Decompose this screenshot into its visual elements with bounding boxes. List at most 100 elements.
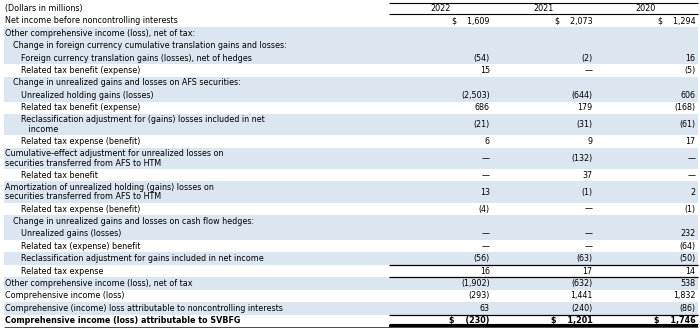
Polygon shape: [4, 89, 698, 102]
Text: (56): (56): [474, 254, 490, 263]
Text: Related tax benefit (expense): Related tax benefit (expense): [21, 66, 141, 75]
Text: (240): (240): [571, 304, 593, 313]
Text: (168): (168): [674, 103, 695, 112]
Polygon shape: [4, 228, 698, 240]
Text: —: —: [687, 154, 695, 163]
Text: Comprehensive (income) loss attributable to noncontrolling interests: Comprehensive (income) loss attributable…: [5, 304, 283, 313]
Polygon shape: [4, 215, 698, 228]
Text: Related tax (expense) benefit: Related tax (expense) benefit: [21, 242, 141, 251]
Text: Unrealized gains (losses): Unrealized gains (losses): [21, 229, 121, 239]
Text: Related tax expense (benefit): Related tax expense (benefit): [21, 205, 141, 214]
Polygon shape: [4, 290, 698, 302]
Text: —: —: [482, 171, 490, 180]
Text: 9: 9: [587, 137, 593, 146]
Text: Comprehensive income (loss) attributable to SVBFG: Comprehensive income (loss) attributable…: [5, 316, 240, 325]
Text: Unrealized holding gains (losses): Unrealized holding gains (losses): [21, 91, 153, 100]
Text: $    1,294: $ 1,294: [658, 16, 695, 25]
Text: (132): (132): [571, 154, 593, 163]
Text: Cumulative-effect adjustment for unrealized losses on: Cumulative-effect adjustment for unreali…: [5, 149, 223, 158]
Text: —: —: [687, 171, 695, 180]
Text: Other comprehensive income (loss), net of tax: Other comprehensive income (loss), net o…: [5, 279, 193, 288]
Text: 17: 17: [685, 137, 695, 146]
Polygon shape: [4, 240, 698, 252]
Text: 63: 63: [480, 304, 490, 313]
Text: Related tax benefit (expense): Related tax benefit (expense): [21, 103, 141, 112]
Polygon shape: [4, 102, 698, 114]
Text: $    1,746: $ 1,746: [654, 316, 695, 325]
Polygon shape: [4, 265, 698, 277]
Text: (632): (632): [571, 279, 593, 288]
Polygon shape: [4, 315, 698, 327]
Text: (5): (5): [684, 66, 695, 75]
Text: 37: 37: [582, 171, 593, 180]
Text: (4): (4): [479, 205, 490, 214]
Polygon shape: [4, 52, 698, 64]
Text: 2020: 2020: [636, 4, 656, 13]
Text: Change in foreign currency cumulative translation gains and losses:: Change in foreign currency cumulative tr…: [13, 41, 287, 50]
Polygon shape: [4, 135, 698, 148]
Text: (31): (31): [577, 120, 593, 129]
Polygon shape: [4, 252, 698, 265]
Text: 1,832: 1,832: [673, 291, 695, 300]
Text: (2,503): (2,503): [461, 91, 490, 100]
Text: $    1,201: $ 1,201: [551, 316, 593, 325]
Text: 13: 13: [480, 188, 490, 197]
Text: Change in unrealized gains and losses on cash flow hedges:: Change in unrealized gains and losses on…: [13, 217, 254, 226]
Text: (2): (2): [581, 54, 593, 63]
Text: 179: 179: [578, 103, 593, 112]
Text: —: —: [584, 242, 593, 251]
Text: 538: 538: [680, 279, 695, 288]
Text: 16: 16: [685, 54, 695, 63]
Text: 15: 15: [480, 66, 490, 75]
Polygon shape: [4, 302, 698, 315]
Text: 232: 232: [680, 229, 695, 239]
Text: securities transferred from AFS to HTM: securities transferred from AFS to HTM: [5, 192, 161, 201]
Polygon shape: [4, 39, 698, 52]
Text: Related tax expense (benefit): Related tax expense (benefit): [21, 137, 141, 146]
Text: (293): (293): [468, 291, 490, 300]
Text: —: —: [584, 205, 593, 214]
Text: 686: 686: [475, 103, 490, 112]
Text: —: —: [482, 154, 490, 163]
Polygon shape: [4, 64, 698, 77]
Text: Other comprehensive income (loss), net of tax:: Other comprehensive income (loss), net o…: [5, 29, 195, 38]
Text: $    2,073: $ 2,073: [555, 16, 593, 25]
Text: (86): (86): [679, 304, 695, 313]
Text: income: income: [21, 125, 58, 134]
Text: (Dollars in millions): (Dollars in millions): [5, 4, 83, 13]
Text: 16: 16: [480, 266, 490, 276]
Text: 2: 2: [690, 188, 695, 197]
Text: —: —: [584, 229, 593, 239]
Text: (644): (644): [571, 91, 593, 100]
Text: (1,902): (1,902): [461, 279, 490, 288]
Text: Reclassification adjustment for gains included in net income: Reclassification adjustment for gains in…: [21, 254, 264, 263]
Polygon shape: [4, 148, 698, 169]
Polygon shape: [4, 114, 698, 135]
Text: 2021: 2021: [533, 4, 554, 13]
Text: 17: 17: [582, 266, 593, 276]
Text: 6: 6: [485, 137, 490, 146]
Text: 1,441: 1,441: [570, 291, 593, 300]
Polygon shape: [4, 2, 698, 14]
Text: (64): (64): [679, 242, 695, 251]
Text: —: —: [584, 66, 593, 75]
Text: (61): (61): [679, 120, 695, 129]
Text: (1): (1): [684, 205, 695, 214]
Polygon shape: [4, 203, 698, 215]
Text: —: —: [482, 242, 490, 251]
Text: (1): (1): [582, 188, 593, 197]
Text: Foreign currency translation gains (losses), net of hedges: Foreign currency translation gains (loss…: [21, 54, 252, 63]
Polygon shape: [4, 169, 698, 182]
Text: (63): (63): [577, 254, 593, 263]
Text: Change in unrealized gains and losses on AFS securities:: Change in unrealized gains and losses on…: [13, 78, 241, 88]
Text: securities transferred from AFS to HTM: securities transferred from AFS to HTM: [5, 159, 161, 167]
Polygon shape: [4, 14, 698, 27]
Text: 14: 14: [685, 266, 695, 276]
Polygon shape: [4, 77, 698, 89]
Text: —: —: [482, 229, 490, 239]
Text: $    1,609: $ 1,609: [452, 16, 490, 25]
Text: 2022: 2022: [430, 4, 451, 13]
Text: Reclassification adjustment for (gains) losses included in net: Reclassification adjustment for (gains) …: [21, 115, 265, 124]
Polygon shape: [4, 182, 698, 203]
Text: Amortization of unrealized holding (gains) losses on: Amortization of unrealized holding (gain…: [5, 183, 214, 192]
